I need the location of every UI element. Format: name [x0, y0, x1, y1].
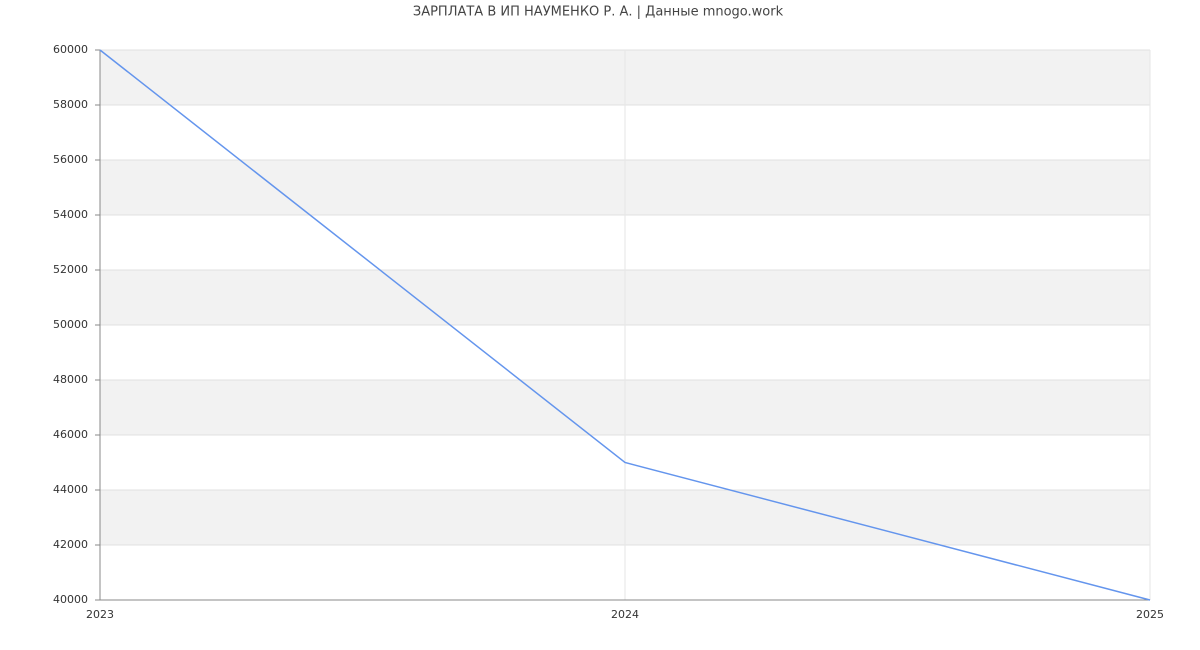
series-line: [99, 49, 1151, 601]
x-tick-label: 2024: [611, 608, 639, 621]
y-tick-label: 46000: [53, 428, 88, 441]
y-tick-label: 54000: [53, 208, 88, 221]
y-tick-label: 58000: [53, 98, 88, 111]
x-tick-label: 2023: [86, 608, 114, 621]
y-tick-label: 52000: [53, 263, 88, 276]
y-tick-label: 50000: [53, 318, 88, 331]
y-tick-label: 60000: [53, 43, 88, 56]
y-tick-label: 48000: [53, 373, 88, 386]
y-tick-label: 56000: [53, 153, 88, 166]
x-tick-label: 2025: [1136, 608, 1164, 621]
y-tick-label: 40000: [53, 593, 88, 606]
chart-title: ЗАРПЛАТА В ИП НАУМЕНКО Р. А. | Данные mn…: [413, 5, 784, 20]
y-tick-label: 42000: [53, 538, 88, 551]
y-tick-label: 44000: [53, 483, 88, 496]
